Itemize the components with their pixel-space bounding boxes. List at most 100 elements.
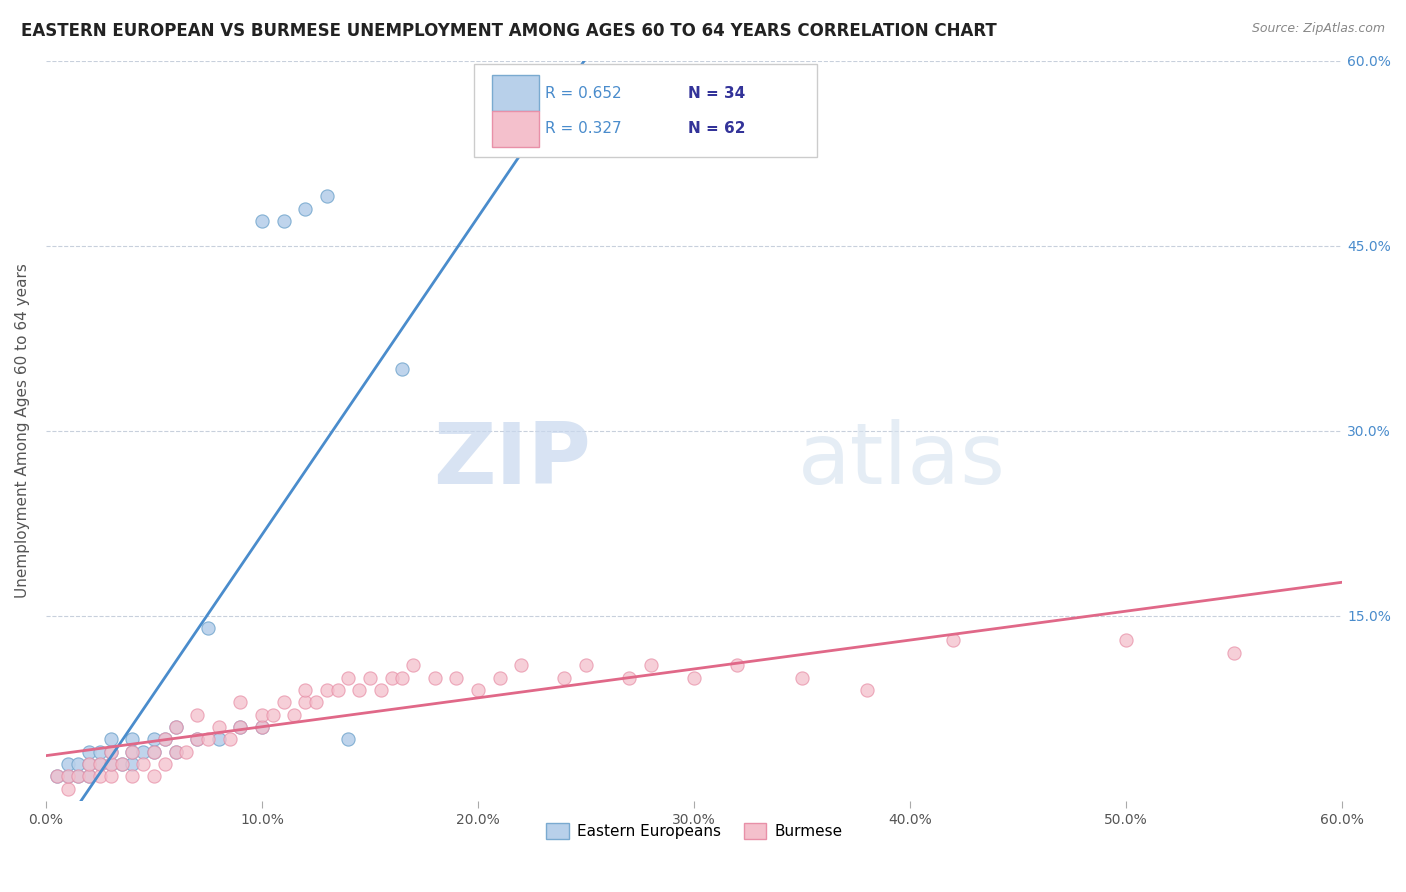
Point bbox=[262, 707, 284, 722]
Point bbox=[359, 671, 381, 685]
Point bbox=[186, 732, 208, 747]
Point bbox=[1223, 646, 1246, 660]
Point bbox=[402, 658, 425, 673]
Point bbox=[121, 745, 143, 759]
Point bbox=[294, 202, 316, 216]
Point bbox=[143, 745, 166, 759]
Point bbox=[553, 671, 575, 685]
Point bbox=[45, 769, 67, 783]
Point bbox=[305, 695, 328, 709]
Point bbox=[683, 671, 706, 685]
Point bbox=[143, 769, 166, 783]
Point bbox=[250, 720, 273, 734]
Point bbox=[792, 671, 814, 685]
Point bbox=[56, 781, 79, 796]
Point bbox=[446, 671, 468, 685]
Point bbox=[121, 756, 143, 771]
Point bbox=[488, 671, 510, 685]
Point bbox=[165, 745, 187, 759]
Point bbox=[725, 658, 748, 673]
Point bbox=[89, 756, 111, 771]
Point bbox=[186, 732, 208, 747]
Point bbox=[391, 362, 413, 376]
Point bbox=[1115, 633, 1137, 648]
Legend: Eastern Europeans, Burmese: Eastern Europeans, Burmese bbox=[540, 817, 848, 845]
Point bbox=[89, 745, 111, 759]
Point bbox=[250, 707, 273, 722]
Point bbox=[77, 756, 100, 771]
Point bbox=[218, 732, 240, 747]
Point bbox=[56, 769, 79, 783]
Point bbox=[294, 682, 316, 697]
Point bbox=[619, 671, 641, 685]
Point bbox=[67, 769, 90, 783]
Point bbox=[100, 745, 122, 759]
Point bbox=[153, 756, 176, 771]
Point bbox=[100, 769, 122, 783]
Point bbox=[229, 695, 252, 709]
Text: N = 62: N = 62 bbox=[688, 121, 745, 136]
Point bbox=[100, 756, 122, 771]
Point bbox=[197, 621, 219, 635]
Point bbox=[89, 769, 111, 783]
FancyBboxPatch shape bbox=[492, 76, 538, 111]
Point bbox=[856, 682, 879, 697]
Point bbox=[510, 658, 533, 673]
Point bbox=[153, 732, 176, 747]
Point bbox=[176, 745, 198, 759]
Point bbox=[942, 633, 965, 648]
Y-axis label: Unemployment Among Ages 60 to 64 years: Unemployment Among Ages 60 to 64 years bbox=[15, 263, 30, 599]
Point bbox=[197, 732, 219, 747]
FancyBboxPatch shape bbox=[492, 111, 538, 146]
Point bbox=[229, 720, 252, 734]
Point bbox=[273, 695, 295, 709]
Point bbox=[165, 720, 187, 734]
Text: N = 34: N = 34 bbox=[688, 86, 745, 101]
Point bbox=[67, 756, 90, 771]
Point bbox=[165, 720, 187, 734]
Point bbox=[121, 745, 143, 759]
Text: EASTERN EUROPEAN VS BURMESE UNEMPLOYMENT AMONG AGES 60 TO 64 YEARS CORRELATION C: EASTERN EUROPEAN VS BURMESE UNEMPLOYMENT… bbox=[21, 22, 997, 40]
Point bbox=[67, 769, 90, 783]
Point bbox=[132, 756, 155, 771]
Point bbox=[56, 756, 79, 771]
Point bbox=[283, 707, 305, 722]
Point bbox=[337, 671, 360, 685]
Point bbox=[640, 658, 662, 673]
Point bbox=[100, 732, 122, 747]
Point bbox=[89, 756, 111, 771]
Point bbox=[121, 769, 143, 783]
Point bbox=[110, 756, 132, 771]
Point bbox=[77, 769, 100, 783]
Point bbox=[315, 682, 337, 697]
Text: R = 0.327: R = 0.327 bbox=[546, 121, 621, 136]
Point bbox=[349, 682, 371, 697]
Point bbox=[121, 732, 143, 747]
Point bbox=[100, 745, 122, 759]
FancyBboxPatch shape bbox=[474, 64, 817, 157]
Text: atlas: atlas bbox=[797, 419, 1005, 502]
Point bbox=[143, 745, 166, 759]
Point bbox=[326, 682, 349, 697]
Point bbox=[381, 671, 404, 685]
Point bbox=[208, 732, 231, 747]
Point bbox=[110, 756, 132, 771]
Point bbox=[77, 756, 100, 771]
Point bbox=[77, 769, 100, 783]
Point bbox=[391, 671, 413, 685]
Point bbox=[370, 682, 392, 697]
Point bbox=[77, 745, 100, 759]
Text: Source: ZipAtlas.com: Source: ZipAtlas.com bbox=[1251, 22, 1385, 36]
Point bbox=[294, 695, 316, 709]
Point bbox=[423, 671, 446, 685]
Point bbox=[165, 745, 187, 759]
Point bbox=[45, 769, 67, 783]
Point bbox=[186, 707, 208, 722]
Point bbox=[250, 214, 273, 228]
Point bbox=[575, 658, 598, 673]
Point bbox=[100, 756, 122, 771]
Point bbox=[467, 682, 489, 697]
Text: ZIP: ZIP bbox=[433, 419, 591, 502]
Point bbox=[229, 720, 252, 734]
Point bbox=[337, 732, 360, 747]
